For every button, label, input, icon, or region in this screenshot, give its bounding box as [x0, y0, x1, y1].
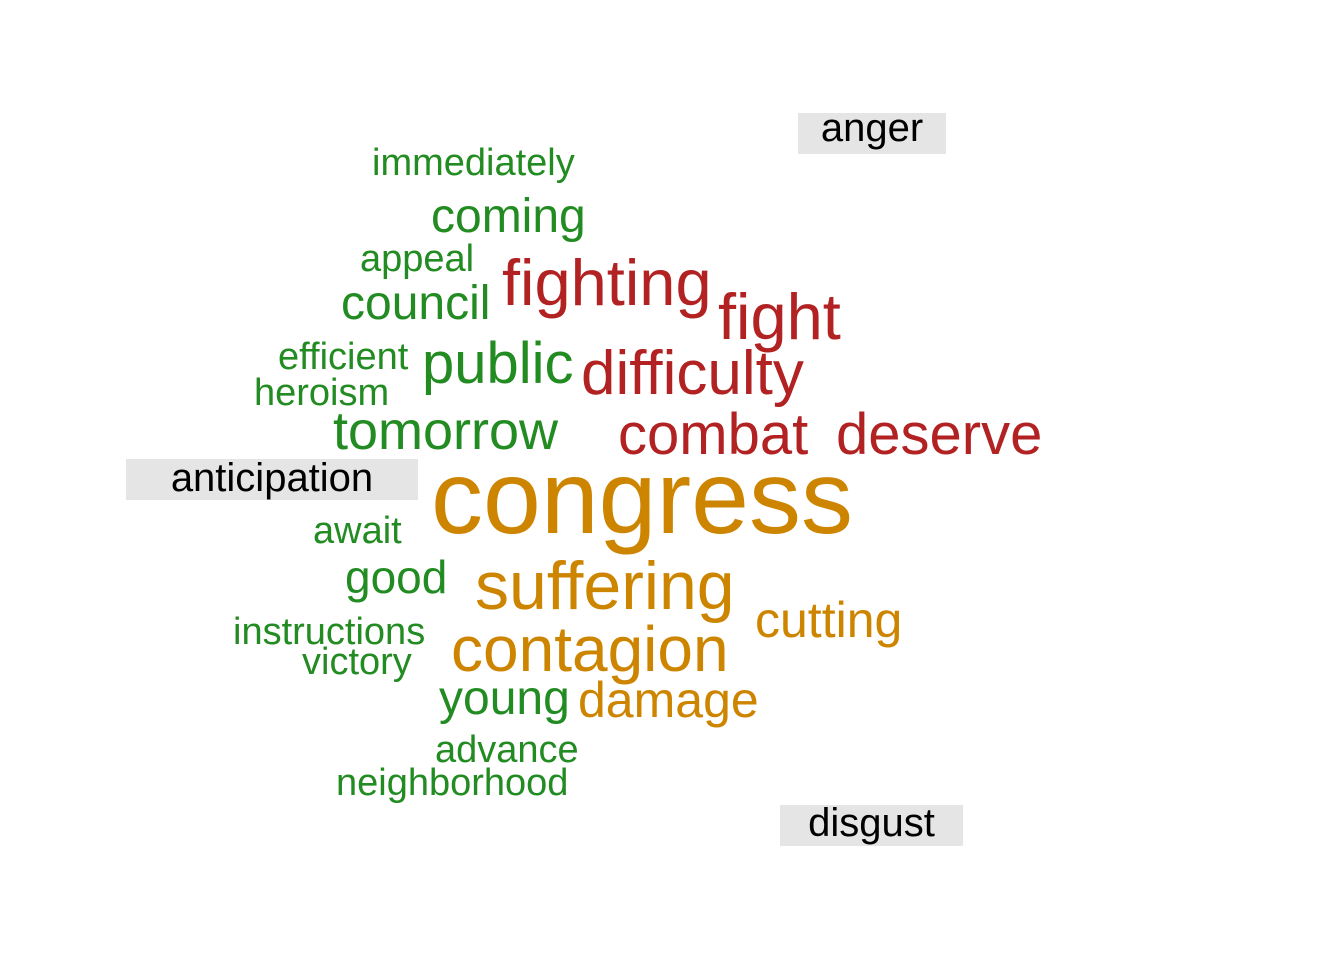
- word-contagion: contagion: [451, 613, 729, 685]
- word-coming: coming: [431, 190, 586, 243]
- word-combat: combat: [618, 402, 809, 467]
- word-suffering: suffering: [475, 548, 735, 624]
- word-victory: victory: [302, 641, 412, 683]
- word-advance: advance: [435, 729, 579, 771]
- word-efficient: efficient: [278, 336, 409, 378]
- word-heroism: heroism: [254, 372, 390, 414]
- word-fighting: fighting: [502, 246, 712, 319]
- word-young: young: [439, 672, 570, 725]
- word-deserve: deserve: [836, 402, 1043, 467]
- word-tomorrow: tomorrow: [333, 401, 559, 461]
- word-damage: damage: [578, 672, 759, 728]
- word-appeal: appeal: [360, 238, 475, 280]
- word-cutting: cutting: [755, 592, 903, 648]
- word-good: good: [345, 551, 448, 603]
- word-congress: congress: [431, 440, 853, 556]
- word-public: public: [422, 331, 574, 396]
- word-difficulty: difficulty: [581, 339, 804, 408]
- word-council: council: [341, 277, 491, 330]
- category-label-disgust: disgust: [780, 803, 963, 846]
- word-instructions: instructions: [233, 611, 426, 653]
- word-fight: fight: [718, 280, 841, 353]
- category-label-anticipation: anticipation: [126, 458, 418, 500]
- word-neighborhood: neighborhood: [336, 762, 569, 804]
- category-label-anger: anger: [798, 108, 946, 154]
- word-await: await: [313, 510, 402, 552]
- word-immediately: immediately: [372, 142, 575, 184]
